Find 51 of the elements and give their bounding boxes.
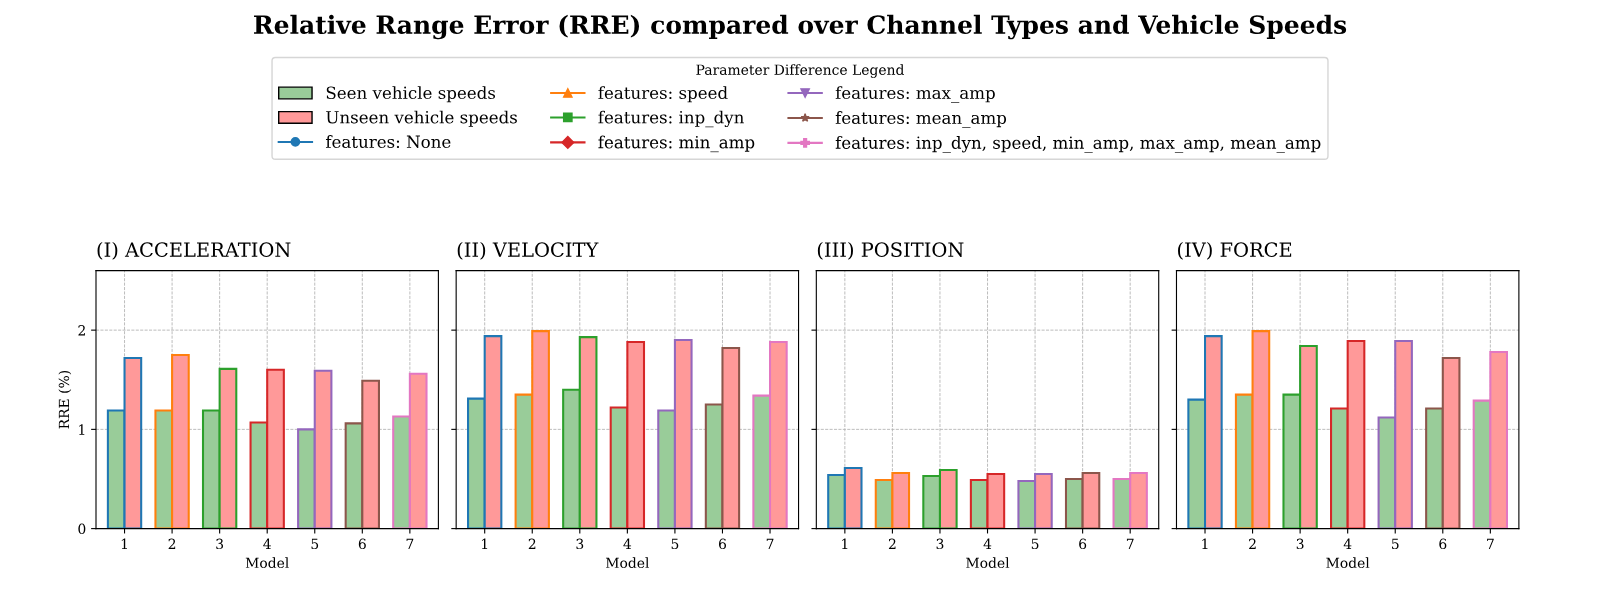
- legend-label: features: None: [325, 135, 451, 148]
- x-tick-label: 1: [481, 538, 488, 549]
- x-tick-label: 4: [983, 538, 992, 549]
- x-tick-label: 6: [1439, 538, 1447, 550]
- legend-label: features: min_amp: [598, 135, 755, 153]
- chart-title: (III) POSITION: [817, 241, 964, 260]
- x-axis-title: Model: [605, 557, 650, 569]
- x-tick-label: 4: [1343, 538, 1352, 549]
- x-tick-label: 7: [406, 538, 414, 549]
- chart-title: (II) VELOCITY: [457, 241, 599, 260]
- x-tick-label: 3: [1296, 538, 1304, 550]
- legend-label: Seen vehicle speeds: [326, 86, 496, 103]
- x-tick-label: 7: [1126, 538, 1134, 549]
- x-tick-label: 1: [842, 538, 848, 549]
- x-tick-label: 2: [1249, 538, 1256, 549]
- x-tick-label: 3: [936, 538, 944, 550]
- legend-label: features: speed: [598, 86, 728, 103]
- x-tick-label: 6: [1079, 538, 1087, 550]
- legend-label: Unseen vehicle speeds: [326, 110, 517, 127]
- x-tick-label: 2: [168, 538, 176, 549]
- x-tick-label: 5: [1392, 538, 1399, 550]
- x-tick-label: 1: [121, 538, 127, 549]
- x-tick-label: 4: [263, 538, 271, 549]
- y-axis-title: RRE (%): [58, 370, 72, 429]
- x-tick-label: 5: [671, 538, 679, 550]
- y-tick-label: 0: [78, 523, 86, 535]
- x-tick-label: 7: [766, 538, 774, 549]
- x-tick-label: 3: [576, 538, 584, 550]
- text: Relative Range Error (RRE) compared over Channel Types and Vehicle Speeds: [254, 14, 1347, 40]
- legend-label: features: max_amp: [835, 86, 995, 103]
- chart-title: (I) ACCELERATION: [97, 241, 291, 260]
- y-tick-label: 1: [79, 424, 85, 435]
- x-tick-label: 1: [1202, 538, 1208, 549]
- x-axis-title: Model: [245, 557, 289, 569]
- chart-title: (IV) FORCE: [1178, 241, 1292, 260]
- x-axis-title: Model: [966, 557, 1010, 569]
- x-axis-title: Model: [1326, 557, 1370, 569]
- y-tick-label: 2: [78, 325, 85, 336]
- x-tick-label: 6: [718, 538, 727, 550]
- x-tick-label: 3: [216, 538, 224, 550]
- x-tick-label: 6: [358, 538, 366, 550]
- legend-label: features: mean_amp: [835, 111, 1007, 128]
- x-tick-label: 4: [623, 538, 632, 549]
- x-tick-label: 2: [528, 538, 536, 549]
- x-tick-label: 5: [1031, 538, 1039, 550]
- legend-title: Parameter Difference Legend: [696, 64, 905, 78]
- x-tick-label: 2: [888, 538, 896, 549]
- x-tick-label: 5: [311, 538, 319, 550]
- x-tick-label: 7: [1487, 538, 1494, 549]
- legend-label: features: inp_dyn, speed, min_amp, max_amp, mean_amp: [835, 136, 1321, 153]
- legend-label: features: inp_dyn: [598, 110, 744, 128]
